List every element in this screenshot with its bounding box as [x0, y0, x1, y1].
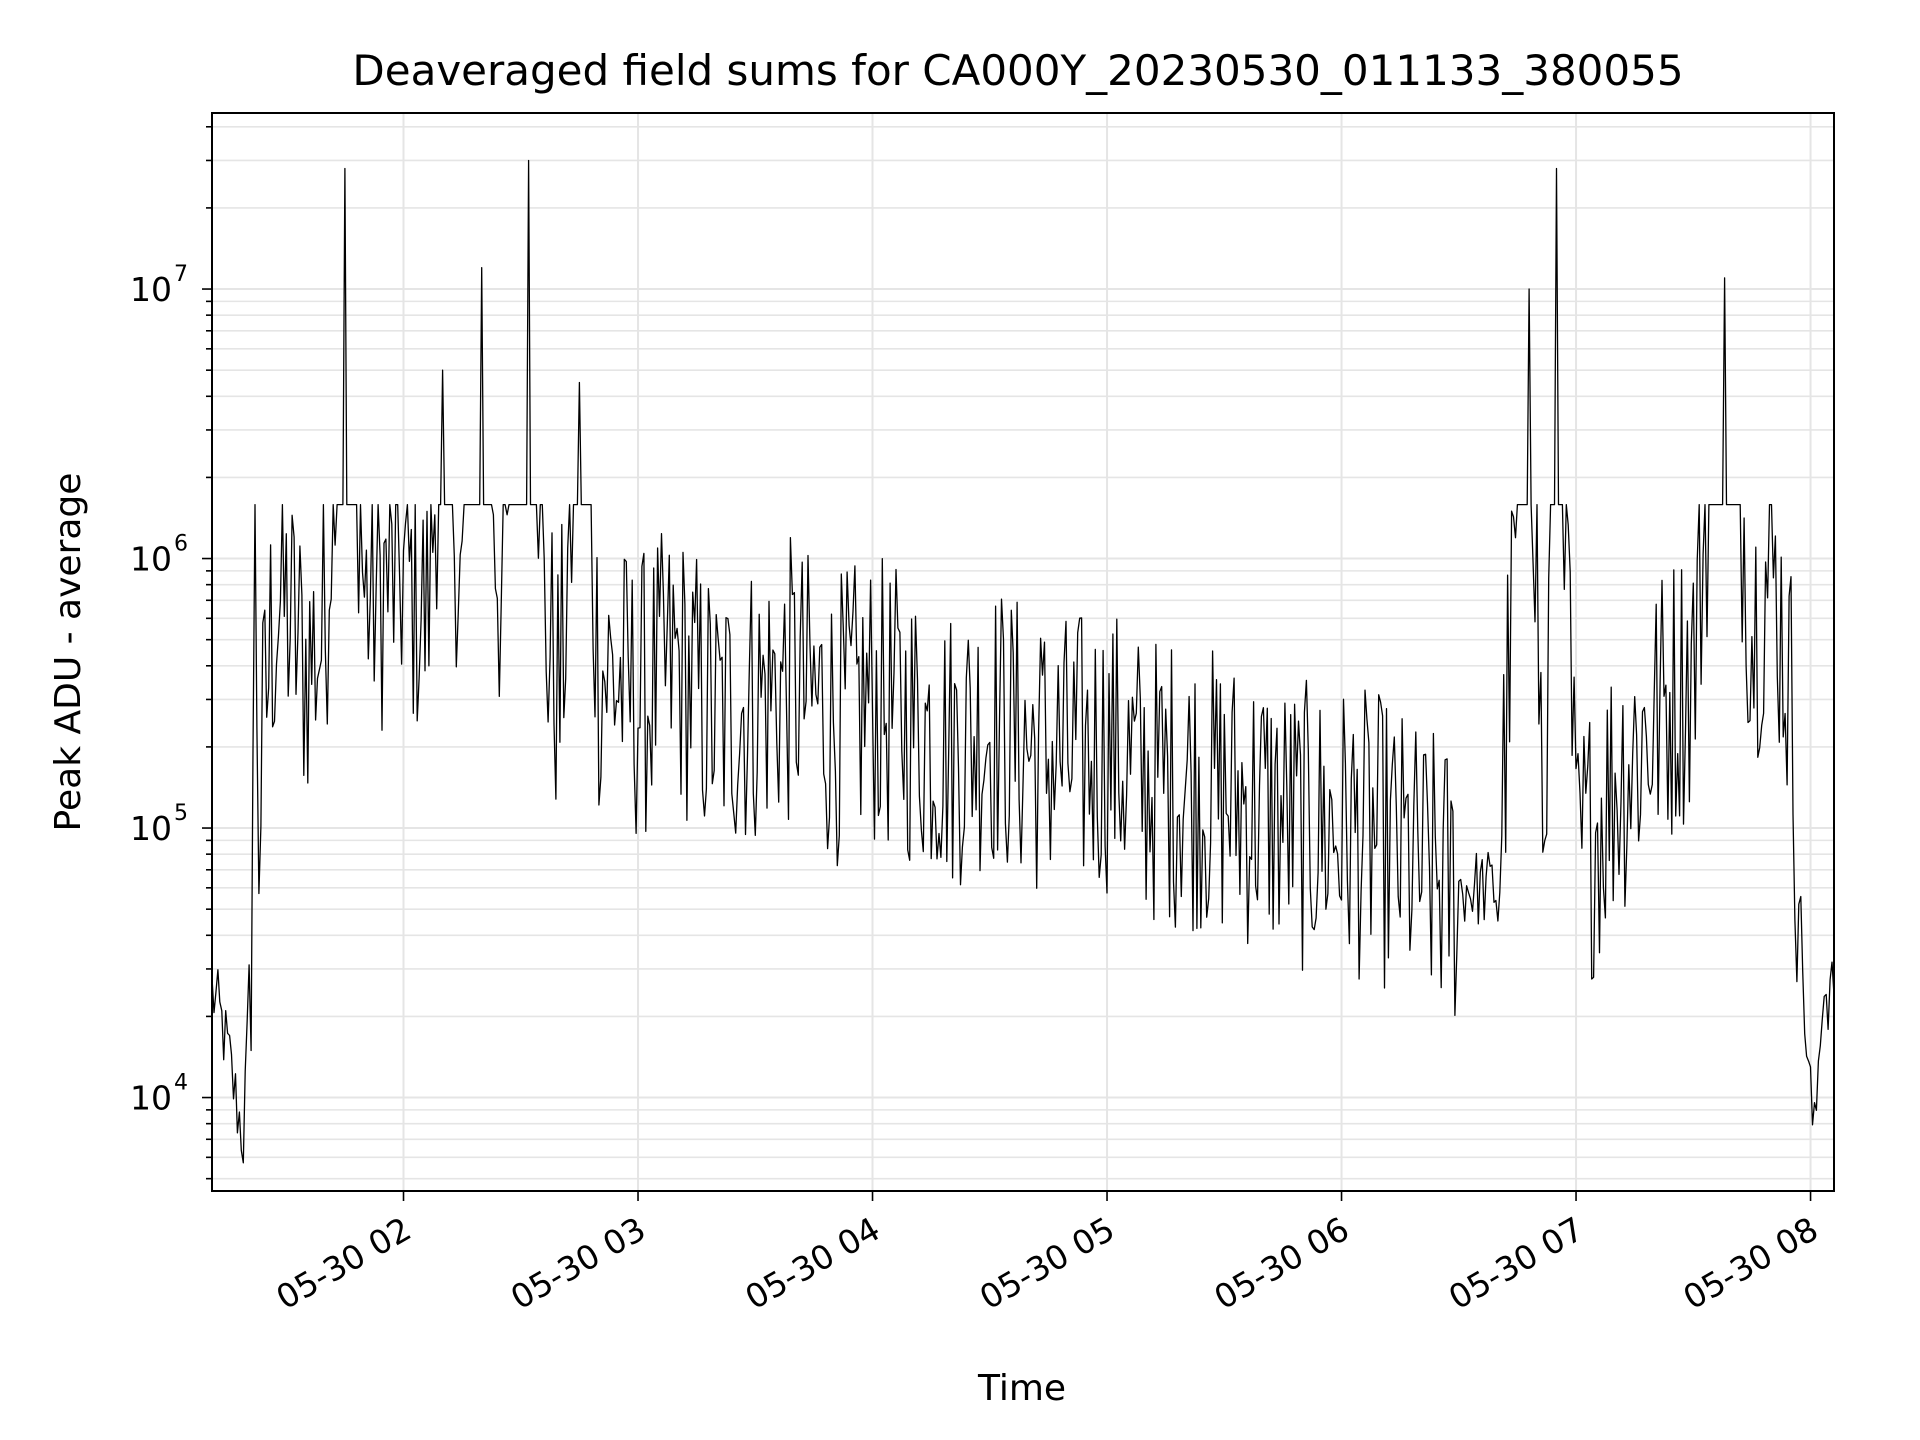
- y-tick-exponent: 6: [174, 532, 188, 557]
- y-tick-label: 10: [130, 270, 172, 309]
- y-axis-label: Peak ADU - average: [48, 473, 89, 832]
- y-tick-exponent: 4: [174, 1071, 188, 1096]
- y-tick-exponent: 7: [174, 262, 188, 287]
- y-tick-label: 10: [130, 540, 172, 579]
- data-layer: [211, 159, 1835, 1164]
- y-tick-exponent: 5: [174, 801, 188, 826]
- chart-title: Deaveraged field sums for CA000Y_2023053…: [352, 46, 1683, 95]
- plot-frame: [211, 112, 1835, 1192]
- y-tick-label: 10: [130, 809, 172, 848]
- series-line: [211, 159, 1835, 1164]
- x-axis-label: Time: [977, 1368, 1066, 1409]
- y-tick-label: 10: [130, 1079, 172, 1118]
